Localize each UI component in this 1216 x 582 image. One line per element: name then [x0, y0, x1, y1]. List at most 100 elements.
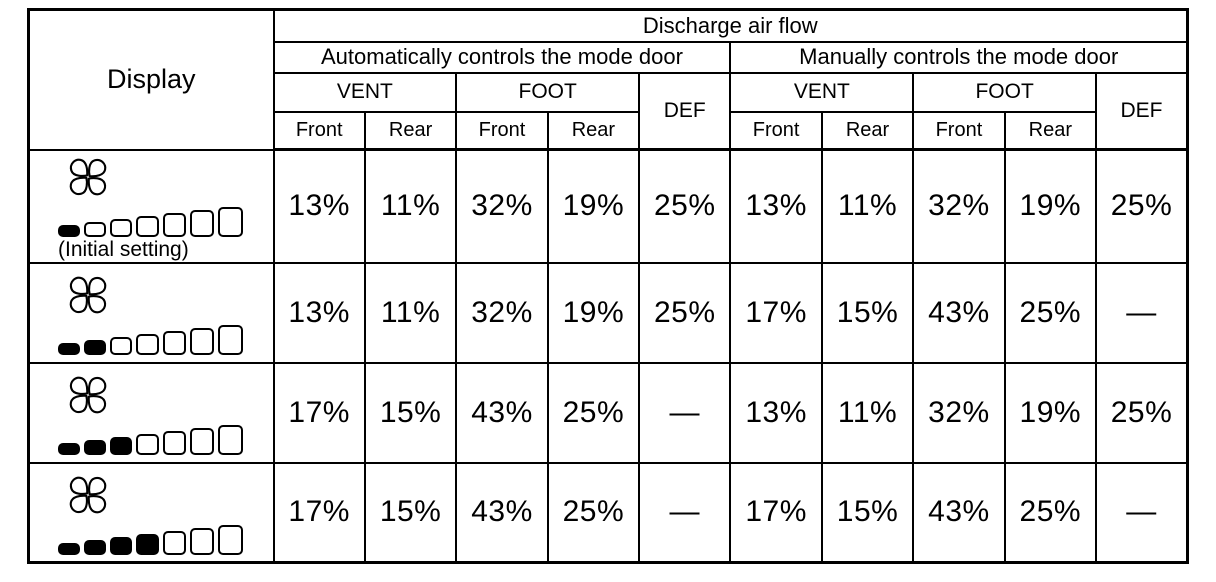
airflow-value-cell: 19%: [546, 261, 641, 364]
fan-speed-segment: [110, 536, 132, 555]
fan-speed-bars: [58, 205, 272, 237]
fan-icon: [62, 269, 114, 321]
airflow-value-cell: 25%: [1095, 361, 1189, 464]
fan-display: [31, 469, 272, 555]
auto-section-header: Automatically controls the mode door: [272, 40, 732, 74]
manual-section-header: Manually controls the mode door: [729, 40, 1189, 74]
fan-speed-segment: [218, 425, 243, 455]
fan-speed-segment: [84, 440, 106, 455]
manual-foot-front-header: Front: [912, 110, 1006, 151]
fan-display: (Initial setting): [31, 151, 272, 261]
airflow-value-cell: 43%: [455, 361, 549, 464]
auto-def-header: DEF: [638, 71, 732, 151]
fan-speed-segment: [136, 434, 159, 455]
manual-def-header: DEF: [1095, 71, 1189, 151]
fan-speed-bars: [58, 423, 272, 455]
airflow-value-cell: 11%: [820, 361, 915, 464]
fan-speed-bars: [58, 323, 272, 355]
fan-speed-segment: [84, 221, 106, 237]
fan-icon: [62, 469, 114, 521]
auto-vent-header: VENT: [272, 71, 458, 113]
airflow-value-cell: —: [1095, 461, 1189, 564]
fan-speed-segment: [163, 331, 186, 355]
airflow-value-cell: 13%: [272, 261, 366, 364]
airflow-value-cell: 43%: [912, 461, 1006, 564]
auto-vent-front-header: Front: [272, 110, 366, 151]
airflow-value-cell: 25%: [1095, 148, 1189, 264]
airflow-value-cell: 13%: [272, 148, 366, 264]
auto-foot-rear-header: Rear: [546, 110, 641, 151]
fan-speed-segment: [110, 337, 132, 355]
discharge-air-flow-header: Discharge air flow: [272, 8, 1189, 43]
fan-display: [31, 269, 272, 355]
fan-speed-bars: [58, 523, 272, 555]
airflow-value-cell: 25%: [546, 461, 641, 564]
manual-vent-front-header: Front: [729, 110, 823, 151]
fan-speed-segment: [136, 334, 159, 355]
fan-speed-segment: [163, 212, 186, 237]
fan-speed-segment: [58, 343, 80, 355]
airflow-value-cell: —: [1095, 261, 1189, 364]
airflow-value-cell: 19%: [1003, 148, 1098, 264]
fan-speed-segment: [163, 431, 186, 455]
fan-speed-segment: [218, 325, 243, 355]
airflow-value-cell: 11%: [363, 148, 458, 264]
airflow-value-cell: 32%: [455, 148, 549, 264]
airflow-value-cell: 11%: [363, 261, 458, 364]
airflow-value-cell: 15%: [363, 461, 458, 564]
fan-speed-segment: [110, 437, 132, 455]
airflow-value-cell: 19%: [546, 148, 641, 264]
fan-icon: [62, 151, 114, 203]
airflow-table: Display Discharge air flow Automatically…: [27, 8, 1189, 564]
fan-speed-segment: [58, 443, 80, 455]
auto-foot-header: FOOT: [455, 71, 641, 113]
airflow-value-cell: 32%: [455, 261, 549, 364]
fan-speed-segment: [136, 215, 159, 237]
airflow-value-cell: 25%: [1003, 461, 1098, 564]
fan-speed-segment: [58, 542, 80, 555]
airflow-value-cell: 17%: [272, 361, 366, 464]
airflow-value-cell: —: [638, 461, 732, 564]
airflow-value-cell: 32%: [912, 148, 1006, 264]
fan-display: [31, 369, 272, 455]
fan-icon: [62, 369, 114, 421]
fan-speed-segment: [110, 218, 132, 237]
airflow-value-cell: 13%: [729, 148, 823, 264]
airflow-value-cell: 15%: [363, 361, 458, 464]
manual-foot-header: FOOT: [912, 71, 1098, 113]
display-header: Display: [27, 8, 275, 151]
fan-display-cell: [27, 461, 275, 564]
fan-speed-segment: [190, 209, 214, 237]
fan-display-cell: [27, 261, 275, 364]
airflow-value-cell: —: [638, 361, 732, 464]
airflow-value-cell: 17%: [272, 461, 366, 564]
fan-display-cell: [27, 361, 275, 464]
fan-speed-segment: [218, 524, 243, 555]
fan-speed-segment: [136, 533, 159, 555]
fan-display-cell: (Initial setting): [27, 148, 275, 264]
airflow-value-cell: 43%: [455, 461, 549, 564]
fan-speed-segment: [190, 527, 214, 555]
auto-vent-rear-header: Rear: [363, 110, 458, 151]
airflow-value-cell: 17%: [729, 261, 823, 364]
fan-speed-segment: [190, 328, 214, 355]
airflow-value-cell: 15%: [820, 461, 915, 564]
airflow-value-cell: 43%: [912, 261, 1006, 364]
fan-speed-segment: [190, 428, 214, 455]
airflow-value-cell: 13%: [729, 361, 823, 464]
manual-vent-header: VENT: [729, 71, 915, 113]
fan-speed-segment: [163, 530, 186, 555]
airflow-value-cell: 25%: [638, 148, 732, 264]
fan-speed-segment: [84, 340, 106, 355]
airflow-value-cell: 15%: [820, 261, 915, 364]
initial-setting-caption: (Initial setting): [58, 237, 189, 261]
fan-speed-segment: [218, 206, 243, 237]
airflow-value-cell: 25%: [638, 261, 732, 364]
airflow-value-cell: 32%: [912, 361, 1006, 464]
airflow-value-cell: 17%: [729, 461, 823, 564]
auto-foot-front-header: Front: [455, 110, 549, 151]
airflow-value-cell: 19%: [1003, 361, 1098, 464]
fan-speed-segment: [58, 224, 80, 237]
fan-speed-segment: [84, 539, 106, 555]
